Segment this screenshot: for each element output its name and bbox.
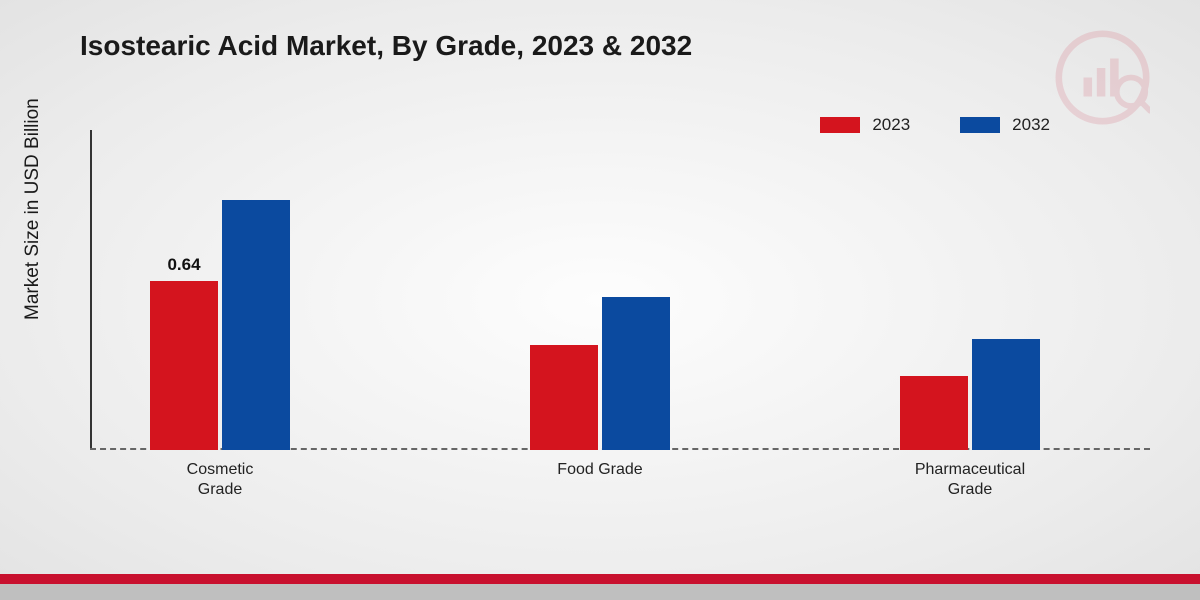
bar-group: 0.64CosmeticGrade [150,200,290,450]
bar-group: PharmaceuticalGrade [900,339,1040,450]
watermark-logo [1055,30,1150,130]
plot-area: 0.64CosmeticGrade Food Grade Pharmaceutica… [90,160,1150,450]
bar-value-label: 0.64 [150,255,218,275]
bar [972,339,1040,450]
legend-swatch-2023 [820,117,860,133]
bar-group: Food Grade [530,297,670,450]
category-label: PharmaceuticalGrade [890,460,1050,500]
bar [222,200,290,450]
bar [900,376,968,450]
footer-bar-grey [0,584,1200,600]
legend-label-2032: 2032 [1012,115,1050,135]
legend: 2023 2032 [820,115,1050,135]
legend-item-2023: 2023 [820,115,910,135]
y-axis-label: Market Size in USD Billion [22,98,44,320]
chart-title: Isostearic Acid Market, By Grade, 2023 &… [80,30,692,62]
legend-item-2032: 2032 [960,115,1050,135]
legend-label-2023: 2023 [872,115,910,135]
footer-bar-red [0,574,1200,584]
category-label: CosmeticGrade [140,460,300,500]
y-axis-line [90,130,92,450]
bar [530,345,598,450]
bar [602,297,670,450]
legend-swatch-2032 [960,117,1000,133]
category-label: Food Grade [520,460,680,480]
bar: 0.64 [150,281,218,450]
